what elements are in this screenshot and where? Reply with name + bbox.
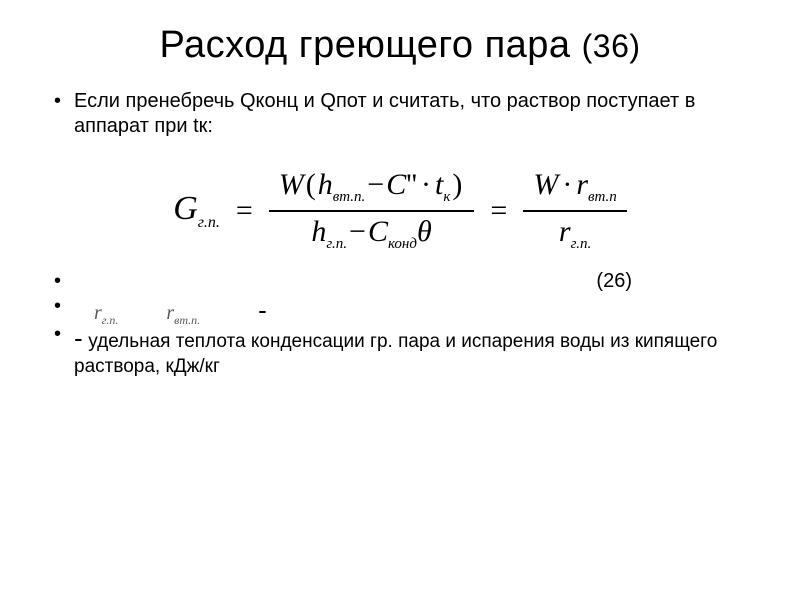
rhs-den-r: r	[559, 215, 571, 248]
eqnum-text: (26)	[596, 270, 632, 292]
mid-h-sub: вт.п.	[333, 189, 366, 205]
bullet-desc: - удельная теплота конденсации гр. пара …	[48, 322, 752, 380]
equals-1: =	[232, 194, 257, 228]
mid-fracbar	[269, 210, 475, 212]
formula-lhs: Gг.п.	[173, 190, 220, 232]
mid-close: )	[450, 168, 464, 201]
mid-open: (	[304, 168, 318, 201]
mid-C: C	[386, 168, 406, 201]
rhs-den-r-sub: г.п.	[571, 236, 592, 252]
rhs-W: W	[533, 168, 558, 201]
mid-den-minus: −	[347, 215, 368, 248]
bullet-list: Если пренебречь Qконц и Qпот и считать, …	[48, 89, 752, 139]
mid-den-theta: θ	[417, 215, 432, 248]
lhs-G: G	[173, 190, 198, 227]
rhs-r-sub: вт.п	[588, 189, 617, 205]
r2-base: r	[166, 302, 174, 324]
bullet-eqnum: (26)	[48, 269, 752, 294]
mid-C-primes: ''	[406, 168, 417, 201]
mid-h: h	[318, 168, 333, 201]
mid-numerator: W(hвт.п.−C''·tк)	[269, 167, 475, 208]
slide: Расход греющего пара (36) Если пренебреч…	[0, 0, 800, 600]
bullet-intro: Если пренебречь Qконц и Qпот и считать, …	[48, 89, 752, 139]
desc-dash: -	[74, 323, 83, 353]
rhs-fracbar	[523, 210, 626, 212]
slide-title: Расход греющего пара (36)	[48, 24, 752, 67]
r1-base: r	[94, 302, 102, 324]
equals-2: =	[486, 194, 511, 228]
rhs-denominator: rг.п.	[549, 214, 601, 255]
rhs-r: r	[576, 168, 588, 201]
formula: Gг.п. = W(hвт.п.−C''·tк) hг.п.−Cкондθ = …	[48, 167, 752, 255]
post-bullets: (26) rг.п. rвт.п. - - удельная теплота к…	[48, 269, 752, 380]
mid-minus: −	[365, 168, 386, 201]
rhs-dot: ·	[558, 168, 576, 201]
title-number: (36)	[582, 28, 641, 64]
lhs-G-sub: г.п.	[198, 214, 220, 231]
title-text: Расход греющего пара	[159, 24, 570, 66]
mid-den-h: h	[311, 215, 326, 248]
bullet-symbols: rг.п. rвт.п. -	[48, 294, 752, 322]
mid-den-h-sub: г.п.	[326, 236, 347, 252]
mid-denominator: hг.п.−Cкондθ	[301, 214, 441, 255]
mid-den-C-sub: конд	[388, 236, 417, 252]
mid-dot: ·	[417, 168, 435, 201]
intro-text: Если пренебречь Qконц и Qпот и считать, …	[74, 90, 695, 137]
formula-rhs-frac: W·rвт.п rг.п.	[523, 167, 626, 255]
rhs-numerator: W·rвт.п	[523, 167, 626, 208]
mid-den-C: C	[368, 215, 388, 248]
formula-mid-frac: W(hвт.п.−C''·tк) hг.п.−Cкондθ	[269, 167, 475, 255]
desc-text: удельная теплота конденсации гр. пара и …	[74, 331, 717, 378]
mid-W: W	[279, 168, 304, 201]
